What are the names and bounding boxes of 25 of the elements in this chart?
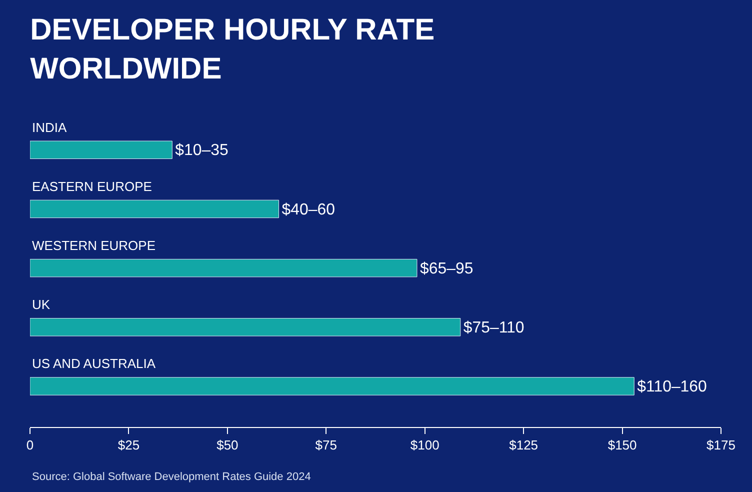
x-tick-label: 0 xyxy=(26,438,34,453)
y-tick-label: UK xyxy=(32,297,50,312)
x-tick-label: $150 xyxy=(608,438,637,453)
bar xyxy=(30,377,634,396)
x-tick-label: $50 xyxy=(216,438,238,453)
bar xyxy=(30,258,418,278)
x-tick-label: $125 xyxy=(509,438,538,453)
bar xyxy=(30,200,280,218)
bar xyxy=(30,140,172,159)
x-tick-label: $100 xyxy=(410,438,440,453)
source-note: Source: Global Software Development Rates Guide 2024 xyxy=(32,471,311,483)
x-tick-label: $75 xyxy=(315,438,337,453)
y-tick-label: EASTERN EUROPE xyxy=(32,179,152,194)
chart-title: DEVELOPER HOURLY RATE WORLDWIDE xyxy=(30,13,435,86)
data-label: $10–35 xyxy=(175,142,229,160)
data-label: $110–160 xyxy=(637,378,708,396)
x-tick-label: $175 xyxy=(706,438,736,453)
data-label: $75–110 xyxy=(463,319,524,336)
data-label: $65–95 xyxy=(420,260,474,278)
bar xyxy=(30,318,461,336)
y-tick-label: INDIA xyxy=(32,120,67,135)
y-tick-label: US AND AUSTRALIA xyxy=(32,356,156,371)
data-label: $40–60 xyxy=(282,201,336,218)
y-tick-label: WESTERN EUROPE xyxy=(32,238,156,253)
x-tick-label: $25 xyxy=(118,438,140,453)
